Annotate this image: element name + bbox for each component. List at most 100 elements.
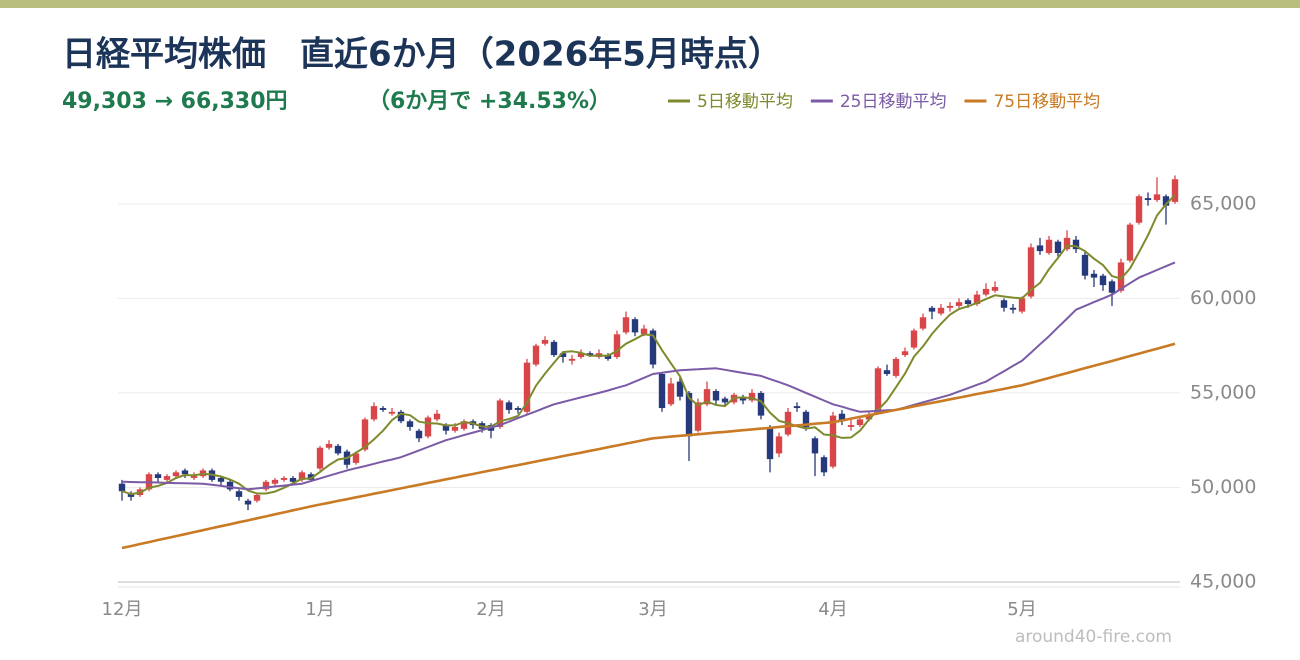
candle-body bbox=[973, 294, 981, 305]
candle-body bbox=[1072, 239, 1080, 250]
candle-body bbox=[514, 408, 522, 410]
candle-body bbox=[829, 415, 837, 467]
candle-body bbox=[172, 472, 180, 477]
candle-body bbox=[1153, 194, 1161, 201]
candle-body bbox=[1045, 239, 1053, 253]
candle-body bbox=[793, 406, 801, 409]
candle-body bbox=[154, 474, 162, 478]
candle-body bbox=[307, 474, 315, 480]
candle-body bbox=[1171, 179, 1179, 202]
candle-body bbox=[802, 411, 810, 427]
x-tick-label: 12月 bbox=[102, 599, 143, 620]
candle-body bbox=[325, 443, 333, 448]
candle-body bbox=[847, 425, 855, 427]
chart-title: 日経平均株価 直近6か月（2026年5月時点） bbox=[62, 35, 782, 75]
candle-body bbox=[361, 419, 369, 450]
candle-body bbox=[757, 392, 765, 416]
candle-body bbox=[505, 402, 513, 410]
candle-body bbox=[964, 300, 972, 305]
candle-body bbox=[892, 358, 900, 376]
candle-body bbox=[811, 438, 819, 454]
candle-body bbox=[865, 415, 873, 420]
candle-body bbox=[523, 362, 531, 412]
candle-body bbox=[1099, 275, 1107, 286]
candle-body bbox=[334, 445, 342, 454]
candle-body bbox=[163, 476, 171, 480]
candle-body bbox=[379, 408, 387, 410]
candle-body bbox=[181, 470, 189, 475]
candle-body bbox=[541, 339, 549, 344]
candle-body bbox=[1144, 198, 1152, 201]
candle-body bbox=[586, 353, 594, 356]
candle-body bbox=[1018, 298, 1026, 312]
watermark: around40-fire.com bbox=[1015, 627, 1172, 647]
y-tick-label: 55,000 bbox=[1190, 381, 1256, 403]
candle-body bbox=[253, 495, 261, 501]
y-tick-label: 45,000 bbox=[1190, 571, 1256, 593]
top-strip bbox=[0, 0, 1300, 8]
candle-body bbox=[982, 288, 990, 295]
candle-body bbox=[928, 307, 936, 312]
y-tick-label: 50,000 bbox=[1190, 476, 1256, 498]
x-tick-label: 1月 bbox=[305, 599, 334, 620]
x-tick-label: 3月 bbox=[638, 599, 667, 620]
candle-body bbox=[1027, 247, 1035, 297]
candle-body bbox=[1108, 281, 1116, 293]
candle-body bbox=[721, 398, 729, 403]
legend-label: 75日移動平均 bbox=[993, 92, 1100, 112]
legend-label: 5日移動平均 bbox=[697, 92, 793, 112]
candle-body bbox=[910, 330, 918, 348]
candle-body bbox=[694, 402, 702, 431]
candle-body bbox=[280, 478, 288, 480]
candle-body bbox=[640, 328, 648, 335]
candle-body bbox=[820, 457, 828, 473]
candle-body bbox=[298, 472, 306, 480]
candle-body bbox=[874, 368, 882, 412]
x-tick-label: 4月 bbox=[818, 599, 847, 620]
candle-body bbox=[388, 411, 396, 414]
candle-body bbox=[451, 426, 459, 431]
candle-body bbox=[667, 383, 675, 405]
candle-body bbox=[739, 396, 747, 401]
candle-body bbox=[262, 481, 270, 490]
candle-body bbox=[676, 381, 684, 397]
candle-body bbox=[991, 287, 999, 291]
legend-label: 25日移動平均 bbox=[840, 92, 947, 112]
candle-body bbox=[703, 389, 711, 405]
candle-body bbox=[226, 481, 234, 490]
ma-line bbox=[121, 342, 1176, 550]
candle-body bbox=[442, 425, 450, 431]
candle-body bbox=[271, 479, 279, 484]
candle-body bbox=[433, 413, 441, 420]
candle-body bbox=[631, 319, 639, 333]
candle-body bbox=[856, 419, 864, 426]
candle-body bbox=[649, 330, 657, 365]
candle-body bbox=[406, 421, 414, 427]
candle-body bbox=[937, 307, 945, 314]
candle-body bbox=[613, 334, 621, 357]
candle-body bbox=[1162, 196, 1170, 206]
x-tick-label: 5月 bbox=[1007, 599, 1036, 620]
candle-body bbox=[838, 413, 846, 422]
candle-body bbox=[685, 392, 693, 437]
change-note: （6か月で +34.53%） bbox=[368, 89, 611, 114]
candle-body bbox=[424, 417, 432, 437]
candle-body bbox=[775, 436, 783, 454]
candle-body bbox=[712, 391, 720, 401]
candle-body bbox=[1000, 300, 1008, 308]
candle-body bbox=[1009, 307, 1017, 310]
candle-body bbox=[1063, 237, 1071, 250]
candle-body bbox=[1135, 196, 1143, 223]
candle-body bbox=[919, 317, 927, 329]
candle-body bbox=[235, 491, 243, 497]
candle-body bbox=[559, 353, 567, 357]
candle-body bbox=[1036, 245, 1044, 252]
candle-body bbox=[1054, 241, 1062, 253]
y-tick-label: 60,000 bbox=[1190, 287, 1256, 309]
candle-body bbox=[901, 351, 909, 356]
candle-body bbox=[577, 353, 585, 357]
candle-body bbox=[316, 447, 324, 469]
candle-body bbox=[532, 345, 540, 365]
candle-body bbox=[658, 374, 666, 409]
